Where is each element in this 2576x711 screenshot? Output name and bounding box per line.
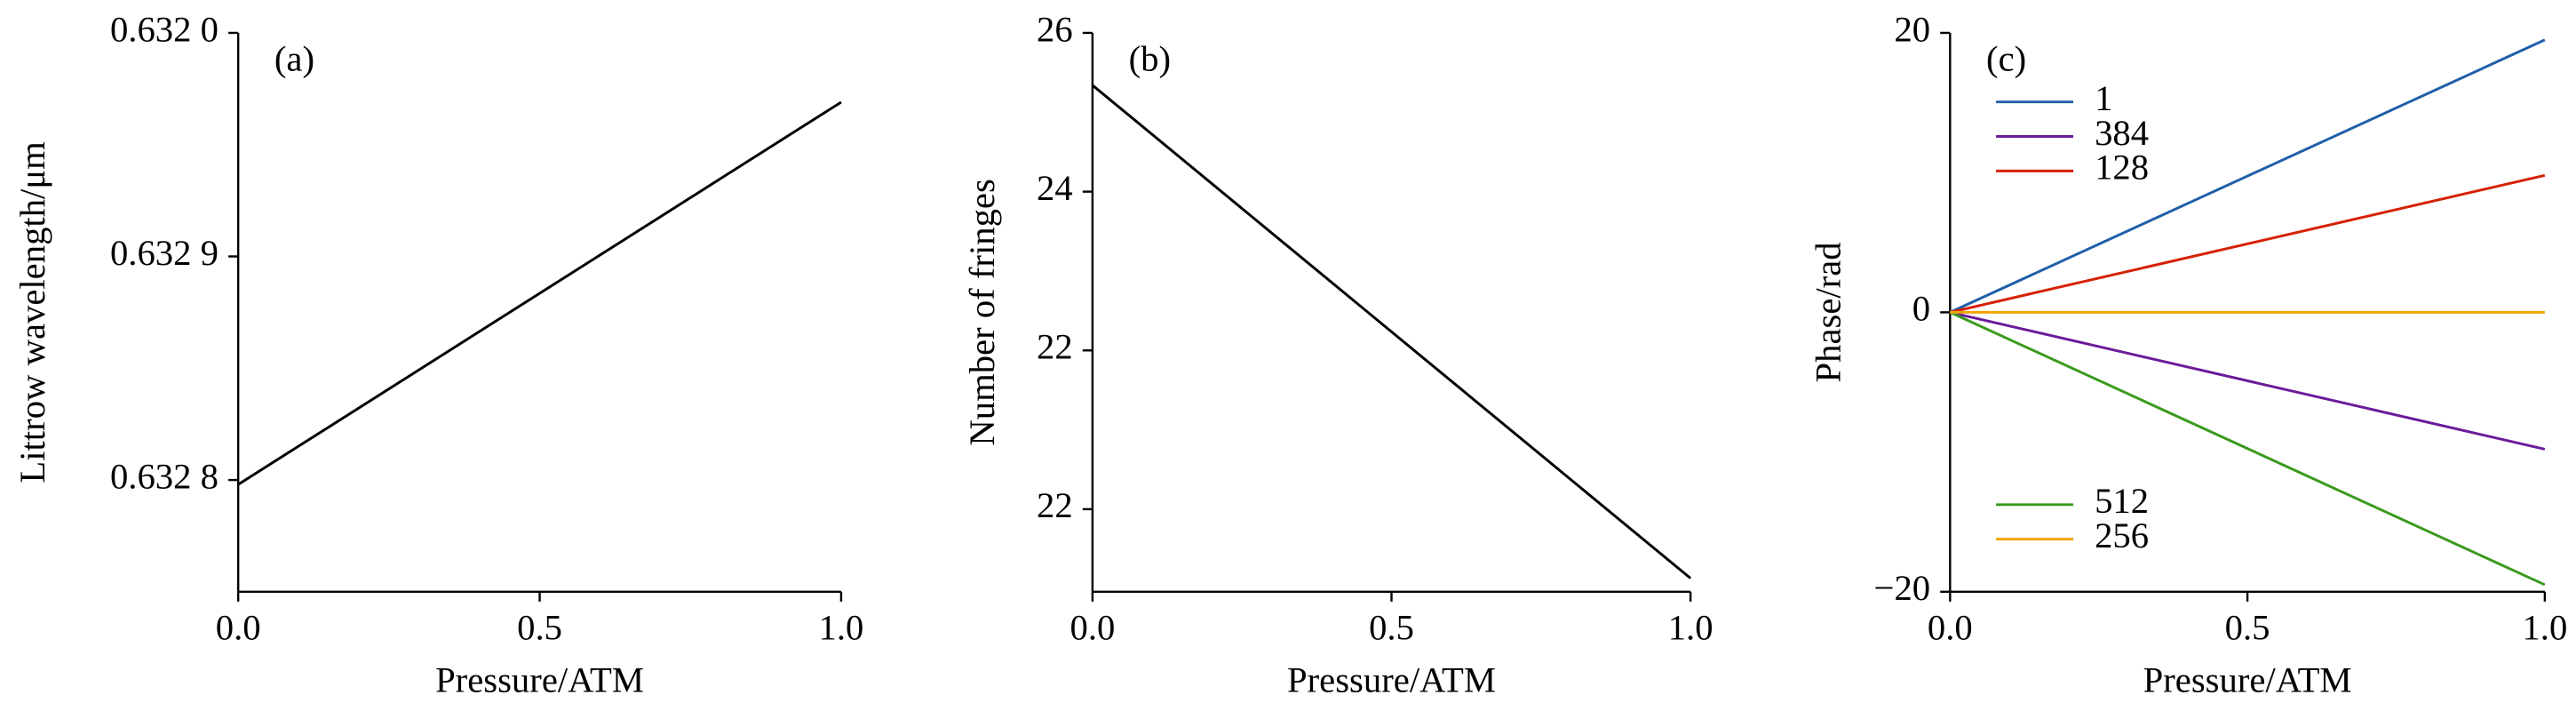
data-line — [1949, 38, 2546, 314]
data-line — [1949, 311, 2546, 587]
y-tick-label: 22 — [1037, 327, 1073, 367]
y-tick-label: 24 — [1037, 168, 1073, 208]
x-tick-label: 0.0 — [1069, 608, 1115, 648]
x-tick-label: 0.0 — [1928, 608, 1973, 648]
y-tick-label: 0.632 8 — [110, 456, 219, 496]
y-tick-label: 20 — [1894, 9, 1930, 49]
legend-label: 256 — [2095, 515, 2149, 555]
x-tick-label: 1.0 — [2522, 608, 2567, 648]
y-tick-label: 0.632 9 — [110, 233, 219, 273]
panel-label: (b) — [1129, 39, 1171, 79]
data-line — [237, 100, 842, 486]
y-axis-label: Phase/rad — [1809, 242, 1849, 382]
y-tick-label: 22 — [1037, 485, 1073, 525]
data-line — [1091, 84, 1692, 579]
x-axis-label: Pressure/ATM — [2143, 660, 2352, 700]
panel-label: (a) — [274, 39, 314, 79]
legend-label: 512 — [2095, 481, 2149, 521]
x-tick-label: 0.5 — [1369, 608, 1414, 648]
data-line — [1950, 173, 2546, 314]
x-tick-label: 1.0 — [1668, 608, 1713, 648]
x-tick-label: 1.0 — [819, 608, 864, 648]
y-tick-label: 26 — [1037, 9, 1073, 49]
y-axis-label: Number of fringes — [962, 179, 1002, 445]
x-tick-label: 0.0 — [216, 608, 261, 648]
y-axis-label: Littrow wavelength/μm — [12, 141, 52, 483]
x-tick-label: 0.5 — [2225, 608, 2270, 648]
legend-label: 1 — [2095, 78, 2112, 118]
x-axis-label: Pressure/ATM — [1287, 660, 1496, 700]
legend-label: 384 — [2095, 113, 2149, 153]
y-tick-label: −20 — [1874, 568, 1931, 608]
y-tick-label: 0 — [1912, 289, 1930, 329]
x-tick-label: 0.5 — [517, 608, 562, 648]
data-line — [1950, 310, 2546, 451]
x-axis-label: Pressure/ATM — [435, 660, 644, 700]
y-tick-label: 0.632 0 — [110, 9, 219, 49]
legend-label: 128 — [2095, 148, 2149, 188]
panel-label: (c) — [1986, 39, 2026, 79]
